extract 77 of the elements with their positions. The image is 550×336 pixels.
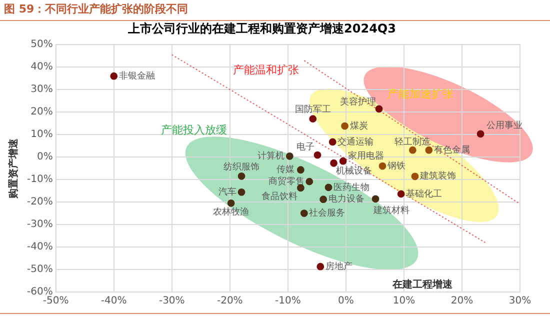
y-tick-label: 10% — [30, 129, 53, 140]
series-label: 房地产 — [325, 260, 352, 272]
point — [300, 210, 308, 217]
x-tick-label: 10% — [392, 296, 416, 307]
series-label: 非银金融 — [118, 70, 155, 82]
x-tick-label: 0% — [338, 296, 354, 307]
point — [314, 151, 322, 159]
series-label: 食品饮料 — [262, 191, 298, 202]
point — [372, 195, 380, 203]
point — [227, 199, 235, 207]
point — [110, 72, 118, 80]
point — [425, 146, 433, 154]
chart-subtitle: 上市公司行业的在建工程和购置资产增速2024Q3 — [127, 22, 396, 36]
series-label: 美容护理 — [340, 96, 376, 108]
point — [324, 184, 332, 192]
point — [238, 188, 246, 196]
point — [328, 138, 336, 146]
point — [320, 196, 328, 204]
x-tick-label: -20% — [216, 296, 243, 307]
annotation: 产能投入放缓 — [161, 123, 228, 136]
series-label: 商贸零售 — [268, 176, 304, 187]
x-tick-label: 20% — [450, 296, 474, 307]
series-label: 钢铁 — [386, 160, 406, 172]
series-label: 传媒 — [276, 164, 295, 176]
series-label: 电力设备 — [328, 194, 364, 205]
series-label: 有色金属 — [434, 144, 470, 156]
x-tick-label: -50% — [42, 296, 69, 307]
y-tick-label: 20% — [30, 106, 53, 118]
y-tick-label: -50% — [26, 264, 53, 276]
y-axis-title: 购置资产增速 — [8, 137, 20, 200]
series-label: 社会服务 — [309, 208, 346, 219]
chart-title: 图 59：不同行业产能扩张的阶段不同 — [4, 2, 188, 16]
y-tick-label: 0% — [36, 152, 53, 163]
series-label: 农林牧渔 — [213, 206, 250, 218]
y-tick-label: -10% — [26, 174, 53, 186]
point — [375, 105, 383, 113]
point — [330, 159, 338, 167]
series-label: 纺织服饰 — [224, 162, 260, 173]
point — [316, 262, 324, 270]
series-label: 汽车 — [218, 186, 236, 198]
point — [339, 157, 347, 165]
point — [408, 146, 416, 154]
series-label: 机械设备 — [336, 165, 372, 176]
x-tick-label: -10% — [274, 296, 301, 307]
point — [476, 130, 484, 138]
series-label: 家用电器 — [348, 150, 384, 162]
y-tick-label: -30% — [26, 219, 53, 230]
point — [411, 172, 419, 180]
point — [238, 172, 246, 180]
series-label: 电子 — [296, 141, 315, 152]
series-label: 医药生物 — [334, 182, 370, 193]
series-label: 公用事业 — [486, 120, 523, 132]
y-tick-label: -40% — [26, 242, 53, 253]
point — [397, 190, 405, 198]
y-tick-label: 30% — [30, 84, 53, 96]
series-label: 煤炭 — [350, 120, 368, 132]
series-label: 基础化工 — [406, 188, 442, 200]
point — [286, 152, 294, 160]
series-label: 轻工制造 — [394, 136, 431, 148]
y-tick-label: -20% — [26, 196, 53, 208]
annotation: 产能加速扩张 — [388, 87, 454, 100]
x-tick-label: -40% — [100, 296, 127, 307]
x-tick-label: 30% — [508, 296, 532, 307]
annotation: 产能温和扩张 — [233, 63, 300, 76]
y-tick-label: 50% — [30, 39, 53, 50]
point — [341, 122, 348, 130]
series-label: 国防军工 — [294, 104, 331, 116]
x-axis-title: 在建工程增速 — [392, 278, 454, 291]
point — [378, 162, 386, 170]
x-tick-label: -30% — [158, 296, 185, 307]
point — [309, 115, 317, 123]
y-tick-label: 40% — [30, 62, 53, 73]
series-label: 建筑装饰 — [418, 170, 456, 182]
series-label: 计算机 — [258, 150, 285, 162]
series-label: 交通运输 — [338, 136, 374, 148]
point — [306, 178, 314, 186]
point — [296, 166, 304, 174]
